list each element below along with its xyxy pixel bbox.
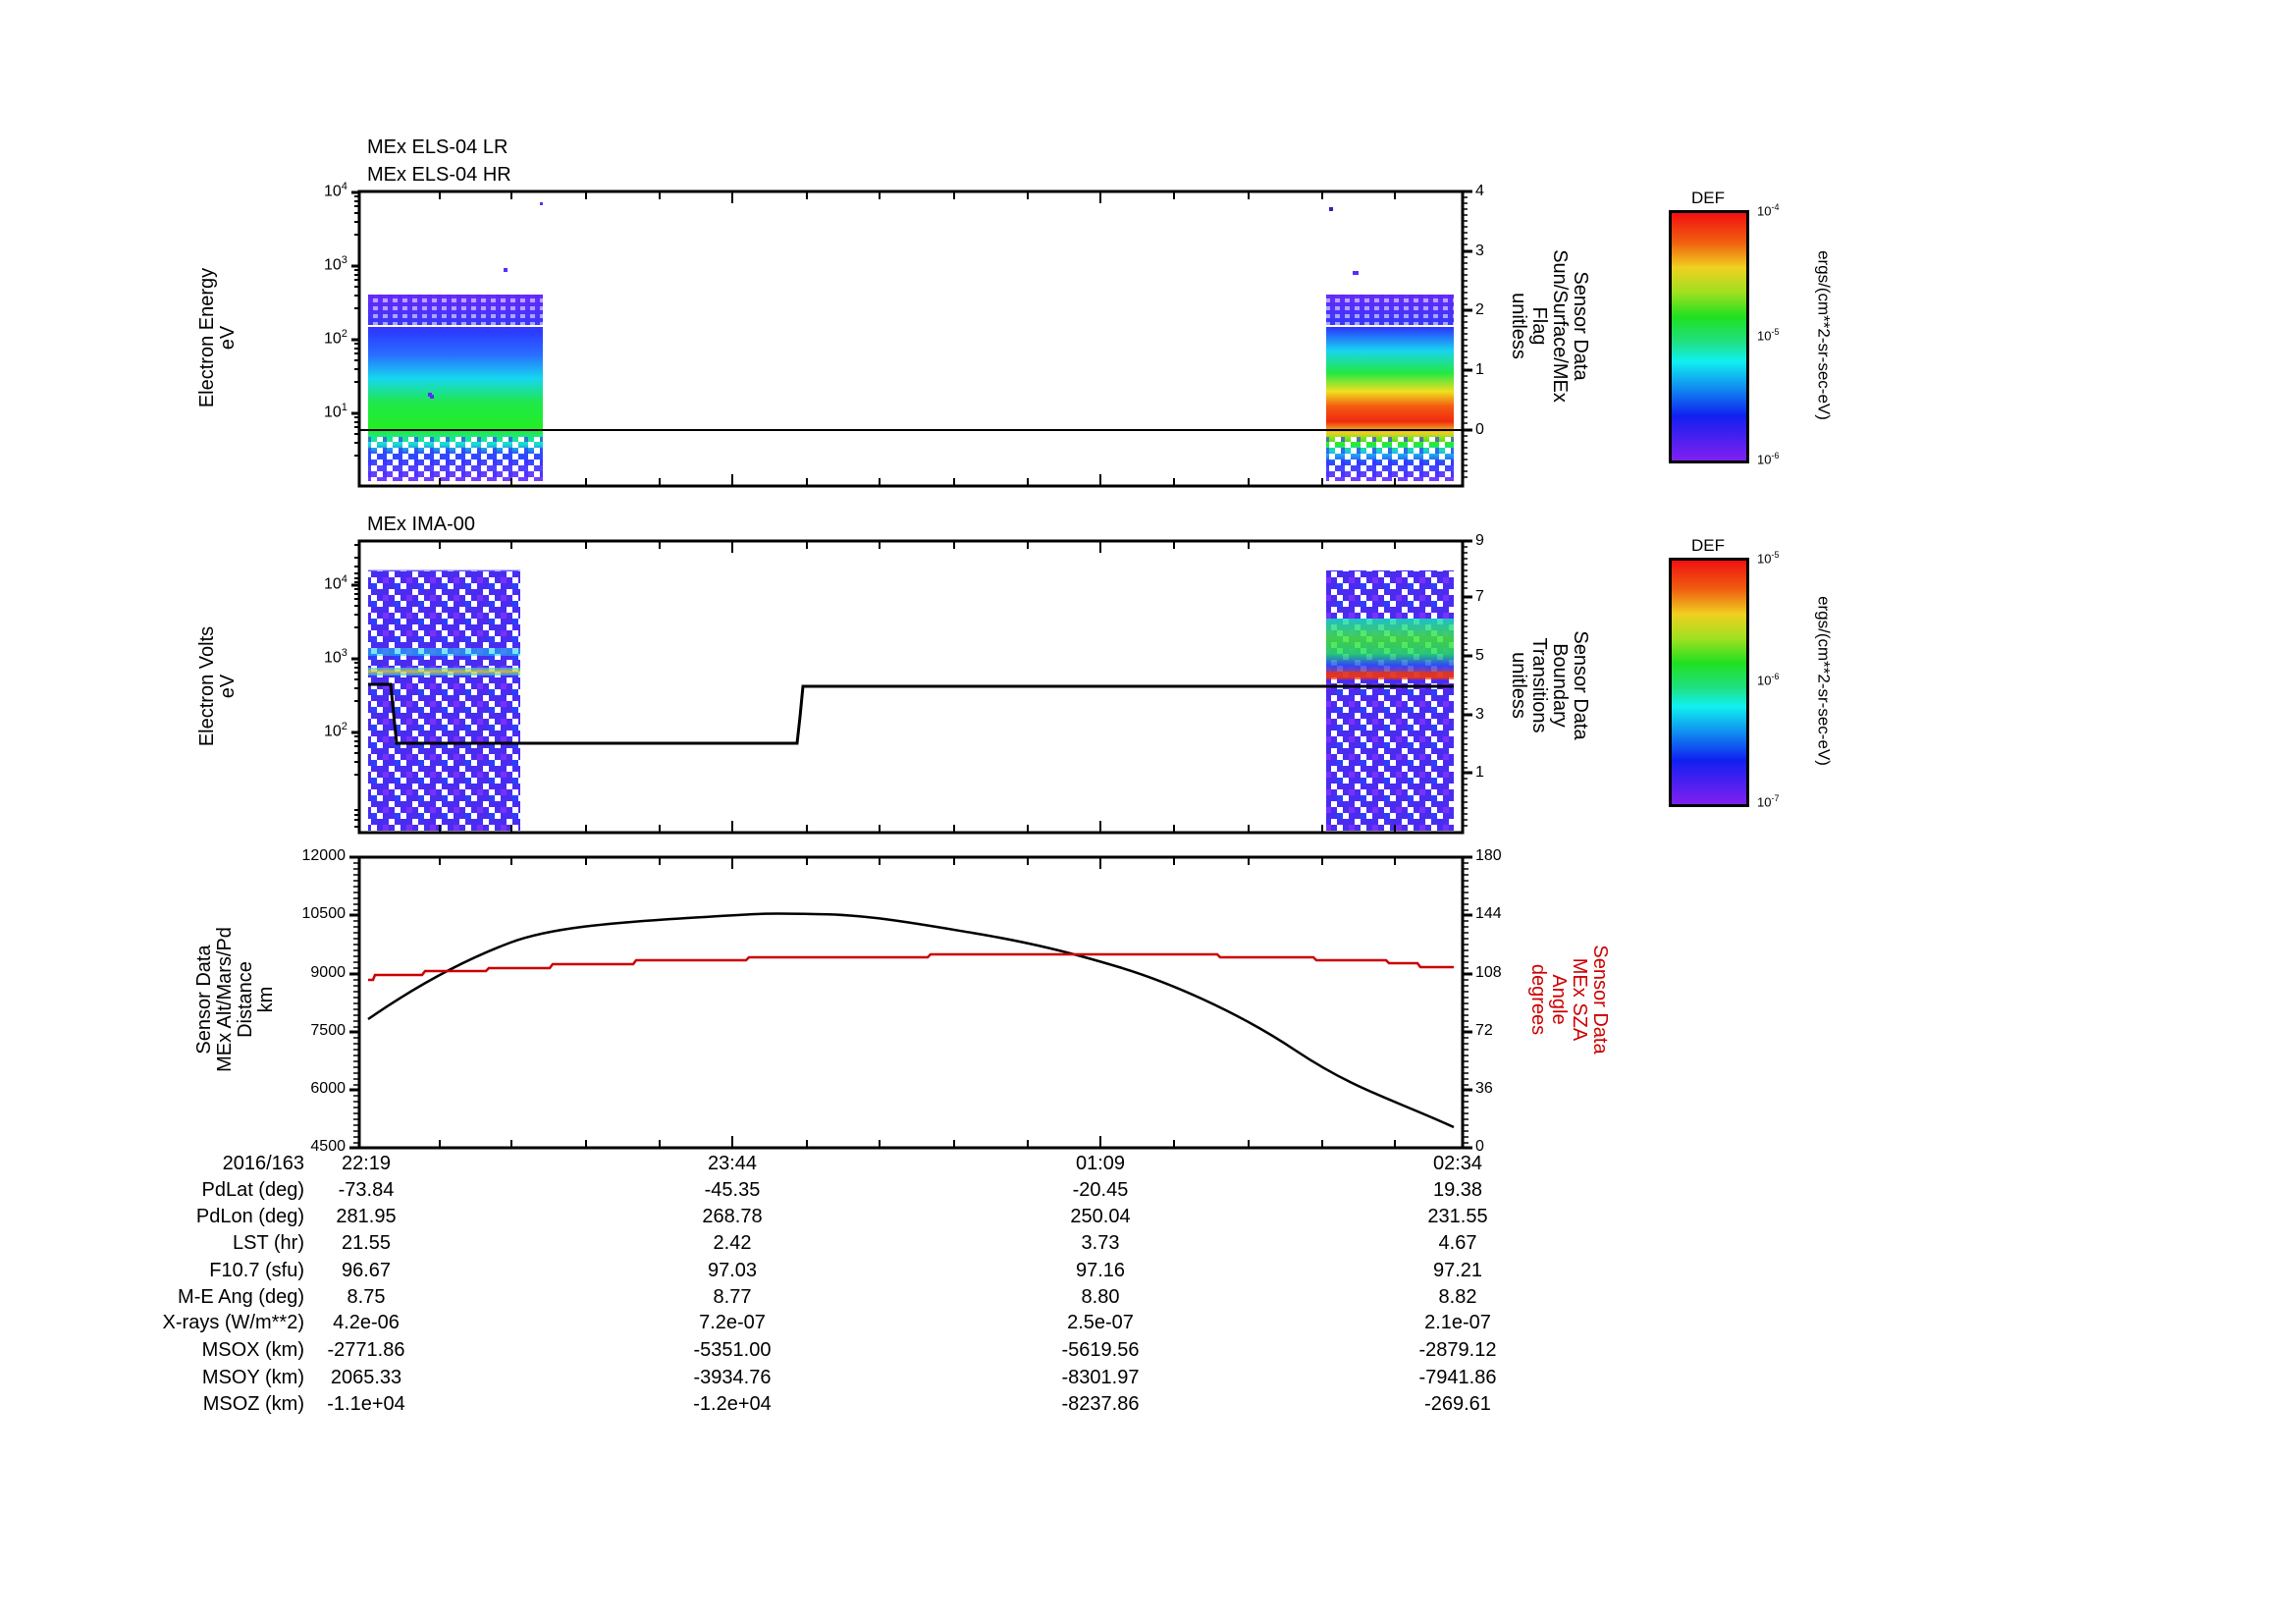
eph-value: 2.42 <box>713 1232 752 1254</box>
ima-colorbar-min: 10-7 <box>1757 793 1780 810</box>
eph-value: -269.61 <box>1424 1393 1491 1415</box>
orbit-rtick-72: 72 <box>1475 1022 1493 1039</box>
orbit-rtick-144: 144 <box>1475 905 1502 922</box>
eph-value: -2879.12 <box>1418 1339 1497 1361</box>
els-ytick-1e4: 104 <box>324 181 347 200</box>
eph-value: 281.95 <box>336 1206 397 1227</box>
eph-value: 97.16 <box>1075 1260 1126 1281</box>
els-title-hr: MEx ELS-04 HR <box>367 164 511 186</box>
eph-value: -45.35 <box>704 1179 761 1201</box>
els-colorbar-mid: 10-5 <box>1757 327 1780 344</box>
eph-value: -1.1e+04 <box>327 1393 405 1415</box>
eph-value: 250.04 <box>1070 1206 1131 1227</box>
orbit-rtick-180: 180 <box>1475 847 1502 864</box>
eph-value: -20.45 <box>1072 1179 1129 1201</box>
eph-value: 8.75 <box>347 1286 386 1308</box>
ima-title: MEx IMA-00 <box>367 514 476 535</box>
orbit-rtick-36: 36 <box>1475 1080 1493 1097</box>
ima-rtick-7: 7 <box>1475 588 1484 605</box>
eph-value: -5619.56 <box>1061 1339 1140 1361</box>
ima-ytick-1e4: 104 <box>324 573 347 593</box>
eph-value: 7.2e-07 <box>699 1312 766 1333</box>
els-colorbar-title: DEF <box>1691 189 1725 207</box>
xtick-0234: 02:34 <box>1432 1153 1483 1174</box>
els-title-lr: MEx ELS-04 LR <box>367 136 508 158</box>
els-ytick-1e3: 103 <box>324 254 347 274</box>
orbit-ltick-7500: 7500 <box>310 1022 346 1039</box>
eph-value: 2065.33 <box>330 1367 402 1388</box>
eph-value: -8301.97 <box>1061 1367 1140 1388</box>
els-rtick-0: 0 <box>1475 421 1484 438</box>
orbit-ltick-10500: 10500 <box>301 905 347 922</box>
ima-rtick-3: 3 <box>1475 706 1484 723</box>
ima-rtick-1: 1 <box>1475 764 1484 781</box>
eph-value: 2.5e-07 <box>1067 1312 1134 1333</box>
eph-value: -7941.86 <box>1418 1367 1497 1388</box>
eph-value: 21.55 <box>341 1232 392 1254</box>
eph-value: -8237.86 <box>1061 1393 1140 1415</box>
eph-value: -2771.86 <box>327 1339 405 1361</box>
els-rtick-3: 3 <box>1475 243 1484 259</box>
ima-ytick-1e3: 103 <box>324 647 347 667</box>
eph-value: 19.38 <box>1432 1179 1483 1201</box>
eph-value: -5351.00 <box>693 1339 772 1361</box>
xtick-2219: 22:19 <box>341 1153 392 1174</box>
eph-value: 268.78 <box>702 1206 763 1227</box>
ima-rtick-5: 5 <box>1475 647 1484 664</box>
eph-value: 97.03 <box>707 1260 758 1281</box>
els-rtick-1: 1 <box>1475 361 1484 378</box>
eph-value: 231.55 <box>1427 1206 1488 1227</box>
eph-value: 8.77 <box>713 1286 752 1308</box>
eph-value: 2.1e-07 <box>1424 1312 1491 1333</box>
xtick-2344: 23:44 <box>707 1153 758 1174</box>
eph-value: 96.67 <box>341 1260 392 1281</box>
ima-ytick-1e2: 102 <box>324 721 347 740</box>
eph-value: 3.73 <box>1081 1232 1120 1254</box>
els-rtick-2: 2 <box>1475 301 1484 318</box>
els-rtick-4: 4 <box>1475 183 1484 199</box>
els-ytick-1e1: 101 <box>324 402 347 421</box>
orbit-ltick-12000: 12000 <box>301 847 347 864</box>
els-ytick-1e2: 102 <box>324 328 347 348</box>
eph-value: 4.67 <box>1438 1232 1477 1254</box>
ima-colorbar-max: 10-5 <box>1757 550 1780 567</box>
eph-value: 8.80 <box>1081 1286 1120 1308</box>
ima-colorbar-gradient <box>1669 558 1749 807</box>
orbit-ltick-4500: 4500 <box>310 1138 346 1155</box>
xtick-0109: 01:09 <box>1075 1153 1126 1174</box>
ima-colorbar-title: DEF <box>1691 536 1725 555</box>
orbit-right-axis-label: Sensor Data MEx SZA Angle degrees <box>1527 945 1611 1055</box>
els-colorbar-min: 10-6 <box>1757 451 1780 467</box>
eph-value: 8.82 <box>1438 1286 1477 1308</box>
orbit-rtick-0: 0 <box>1475 1138 1484 1155</box>
orbit-left-axis-label: Sensor Data MEx Alt/Mars/Pd Distance km <box>193 927 277 1072</box>
ima-rtick-9: 9 <box>1475 532 1484 549</box>
els-colorbar-gradient <box>1669 210 1749 463</box>
eph-value: -1.2e+04 <box>693 1393 772 1415</box>
orbit-rtick-108: 108 <box>1475 964 1502 981</box>
orbit-ltick-9000: 9000 <box>310 964 346 981</box>
orbit-ltick-6000: 6000 <box>310 1080 346 1097</box>
eph-value: -73.84 <box>338 1179 395 1201</box>
eph-value: 97.21 <box>1432 1260 1483 1281</box>
els-colorbar-max: 10-4 <box>1757 202 1780 219</box>
eph-value: -3934.76 <box>693 1367 772 1388</box>
eph-value: 4.2e-06 <box>333 1312 400 1333</box>
ima-colorbar-mid: 10-6 <box>1757 672 1780 688</box>
